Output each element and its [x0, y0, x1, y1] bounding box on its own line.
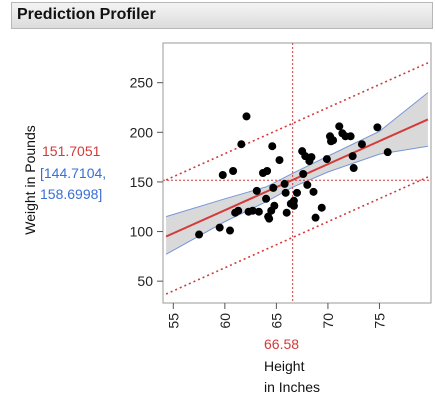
- data-point: [303, 180, 312, 189]
- data-point: [307, 153, 316, 162]
- x-tick-label: 65: [268, 313, 284, 329]
- data-point: [226, 226, 234, 235]
- data-point: [237, 140, 246, 149]
- data-point: [281, 188, 290, 197]
- y-tick-label: 250: [130, 75, 154, 91]
- data-point: [215, 223, 224, 232]
- data-point: [322, 155, 331, 164]
- data-point: [195, 230, 204, 239]
- data-point: [262, 194, 271, 203]
- data-point: [229, 167, 238, 176]
- data-point: [373, 123, 382, 132]
- data-point: [282, 208, 291, 217]
- data-point: [242, 112, 251, 121]
- ci-upper: 158.6998]: [40, 186, 103, 202]
- x-current-value[interactable]: 66.58: [264, 336, 300, 352]
- ci-lower: [144.7104,: [40, 165, 107, 181]
- x-tick-label: 70: [320, 313, 336, 329]
- data-point: [252, 186, 261, 195]
- confidence-interval: [144.7104, 158.6998]: [40, 163, 106, 205]
- x-label-line2: in Inches: [264, 379, 321, 395]
- data-point: [218, 170, 227, 179]
- data-point: [357, 140, 366, 149]
- data-point: [348, 152, 357, 161]
- data-point: [254, 207, 263, 216]
- data-point: [335, 122, 344, 131]
- x-label-line1: Height: [264, 358, 305, 374]
- x-tick-label: 75: [371, 313, 387, 329]
- data-point: [346, 132, 355, 141]
- data-point: [270, 201, 279, 210]
- confidence-upper-edge: [165, 92, 429, 218]
- data-point: [299, 169, 308, 178]
- y-tick-label: 150: [130, 174, 154, 190]
- data-point: [265, 214, 274, 223]
- header-title: Prediction Profiler: [17, 6, 156, 23]
- data-point: [311, 213, 320, 222]
- data-point: [309, 187, 318, 196]
- predicted-value: 151.7051: [42, 143, 101, 159]
- x-tick-label: 55: [165, 313, 181, 329]
- data-point: [268, 142, 277, 151]
- y-tick-label: 50: [137, 273, 153, 289]
- profiler-header[interactable]: Prediction Profiler: [11, 2, 433, 29]
- data-point: [269, 183, 278, 192]
- data-point: [280, 179, 289, 188]
- data-point: [234, 206, 243, 215]
- x-tick-label: 60: [217, 313, 233, 329]
- fit-line: [165, 118, 429, 238]
- data-point: [289, 201, 298, 210]
- data-point: [293, 188, 301, 197]
- data-point: [263, 167, 272, 176]
- x-axis-label: Height in Inches: [264, 356, 320, 398]
- data-point: [248, 206, 257, 215]
- y-tick-label: 100: [130, 224, 154, 240]
- y-tick-label: 200: [130, 124, 154, 140]
- data-point: [349, 164, 358, 173]
- data-point: [329, 136, 338, 145]
- data-point: [275, 156, 284, 165]
- data-point: [383, 148, 392, 157]
- data-point: [317, 203, 326, 212]
